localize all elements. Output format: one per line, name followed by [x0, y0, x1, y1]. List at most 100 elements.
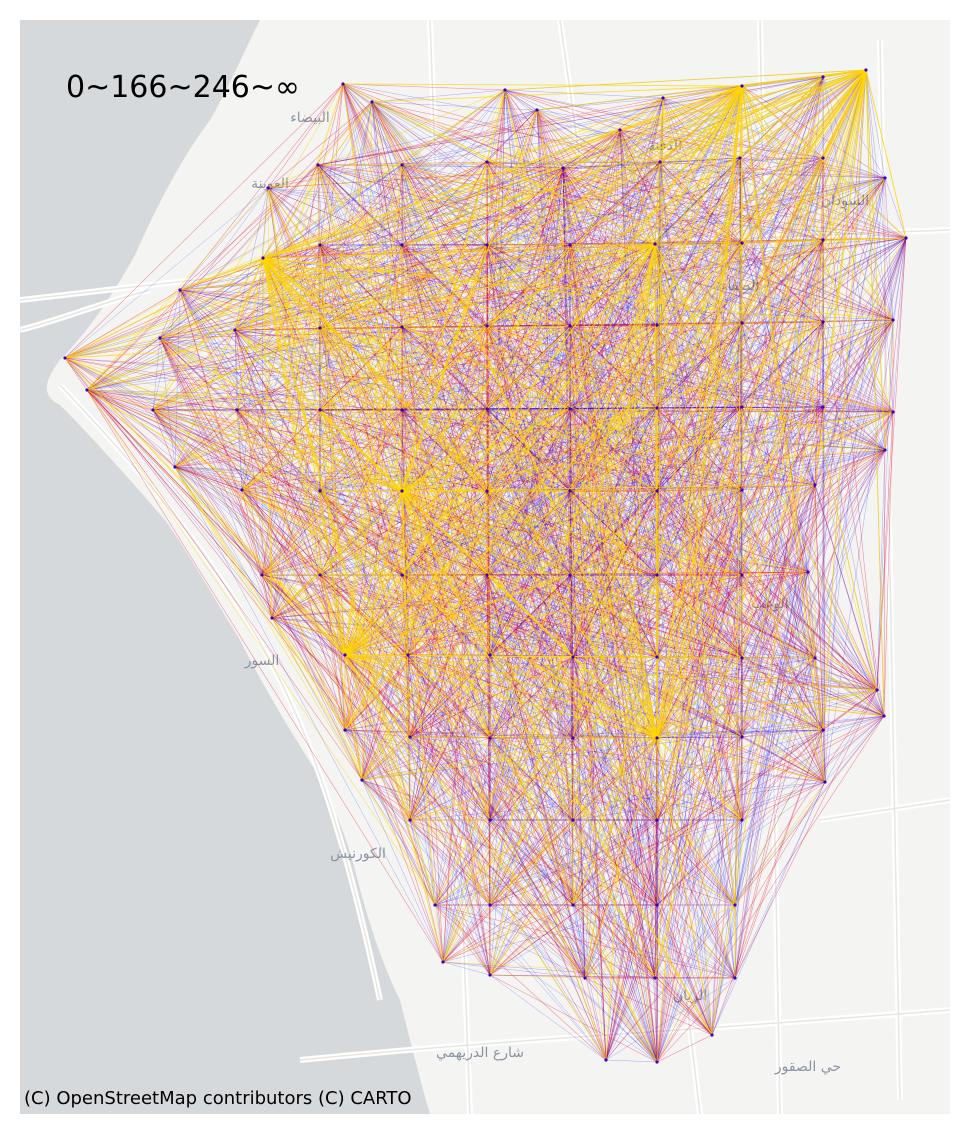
zone-centroid: [400, 408, 404, 412]
zone-centroid: [710, 1033, 714, 1037]
zone-centroid: [488, 736, 492, 740]
zone-centroid: [408, 735, 412, 739]
zone-centroid: [261, 256, 265, 260]
zone-centroid: [400, 573, 404, 577]
zone-centroid: [653, 242, 657, 246]
zone-centroid: [318, 489, 322, 493]
zone-centroid: [655, 903, 659, 907]
zone-centroid: [266, 186, 270, 190]
zone-centroid: [318, 573, 322, 577]
zone-centroid: [400, 489, 404, 493]
zone-centroid: [740, 573, 744, 577]
zone-centroid: [883, 176, 887, 180]
zone-centroid: [655, 323, 659, 327]
zone-centroid: [655, 406, 659, 410]
zone-centroid: [823, 780, 827, 784]
zone-centroid: [360, 778, 364, 782]
zone-centroid: [875, 688, 879, 692]
zone-centroid: [655, 1060, 659, 1064]
zone-centroid: [618, 128, 622, 132]
legend-class-breaks: 0~166~246~∞: [66, 70, 301, 105]
zone-centroid: [740, 656, 744, 660]
basemap-place-label: الكورنيش: [330, 846, 386, 862]
zone-centroid: [740, 488, 744, 492]
zone-centroid: [904, 236, 908, 240]
zone-centroid: [568, 573, 572, 577]
zone-centroid: [655, 736, 659, 740]
zone-centroid: [233, 328, 237, 332]
zone-centroid: [485, 160, 489, 164]
zone-centroid: [740, 735, 744, 739]
zone-centroid: [488, 653, 492, 657]
zone-centroid: [658, 160, 662, 164]
zone-centroid: [178, 288, 182, 292]
zone-centroid: [806, 570, 810, 574]
zone-centroid: [821, 75, 825, 79]
basemap-place-label: السور: [244, 653, 280, 669]
basemap-place-label: العوينة: [251, 176, 289, 192]
zone-centroid: [343, 653, 347, 657]
zone-centroids: [63, 68, 908, 1064]
zone-centroid: [740, 321, 744, 325]
zone-centroid: [400, 243, 404, 247]
basemap-place-label: شارع الدريهمي: [436, 1045, 524, 1061]
zone-centroid: [488, 903, 492, 907]
zone-centroid: [655, 573, 659, 577]
zone-centroid: [151, 408, 155, 412]
zone-centroid: [655, 818, 659, 822]
zone-centroid: [821, 156, 825, 160]
zone-centroid: [85, 388, 89, 392]
zone-centroid: [400, 163, 404, 167]
basemap-place-label: حي الصقور: [774, 1059, 841, 1075]
zone-centroid: [561, 166, 565, 170]
map-attribution: (C) OpenStreetMap contributors (C) CARTO: [24, 1088, 412, 1109]
zone-centroid: [400, 325, 404, 329]
basemap-water: [20, 20, 430, 1114]
zone-centroid: [370, 100, 374, 104]
zone-centroid: [341, 82, 345, 86]
zone-centroid: [864, 68, 868, 72]
zone-centroid: [485, 324, 489, 328]
zone-centroid: [568, 489, 572, 493]
zone-centroid: [568, 243, 572, 247]
zone-centroid: [316, 163, 320, 167]
od-flow-lines: [64, 69, 907, 1063]
zone-centroid: [891, 318, 895, 322]
zone-centroid: [406, 653, 410, 657]
zone-centroid: [485, 407, 489, 411]
zone-centroid: [583, 976, 587, 980]
zone-centroid: [485, 489, 489, 493]
zone-centroid: [173, 465, 177, 469]
zone-centroid: [235, 408, 239, 412]
zone-centroid: [568, 407, 572, 411]
zone-centroid: [813, 483, 817, 487]
zone-centroid: [433, 903, 437, 907]
zone-centroid: [270, 616, 274, 620]
zone-centroid: [318, 243, 322, 247]
zone-centroid: [503, 88, 507, 92]
zone-centroid: [821, 320, 825, 324]
zone-centroid: [740, 818, 744, 822]
zone-centroid: [158, 336, 162, 340]
zone-centroid: [240, 488, 244, 492]
zone-centroid: [655, 489, 659, 493]
zone-centroid: [343, 728, 347, 732]
zone-centroid: [571, 655, 575, 659]
zone-centroid: [882, 714, 886, 718]
zone-centroid: [883, 448, 887, 452]
zone-centroid: [740, 84, 744, 88]
zone-centroid: [571, 736, 575, 740]
zone-centroid: [740, 241, 744, 245]
zone-centroid: [813, 656, 817, 660]
zone-centroid: [568, 324, 572, 328]
zone-centroid: [408, 818, 412, 822]
zone-centroid: [63, 356, 67, 360]
zone-centroid: [535, 108, 539, 112]
basemap-place-label: البيضاء: [290, 110, 330, 126]
zone-centroid: [821, 728, 825, 732]
zone-centroid: [318, 326, 322, 330]
zone-centroid: [655, 655, 659, 659]
zone-centroid: [571, 903, 575, 907]
